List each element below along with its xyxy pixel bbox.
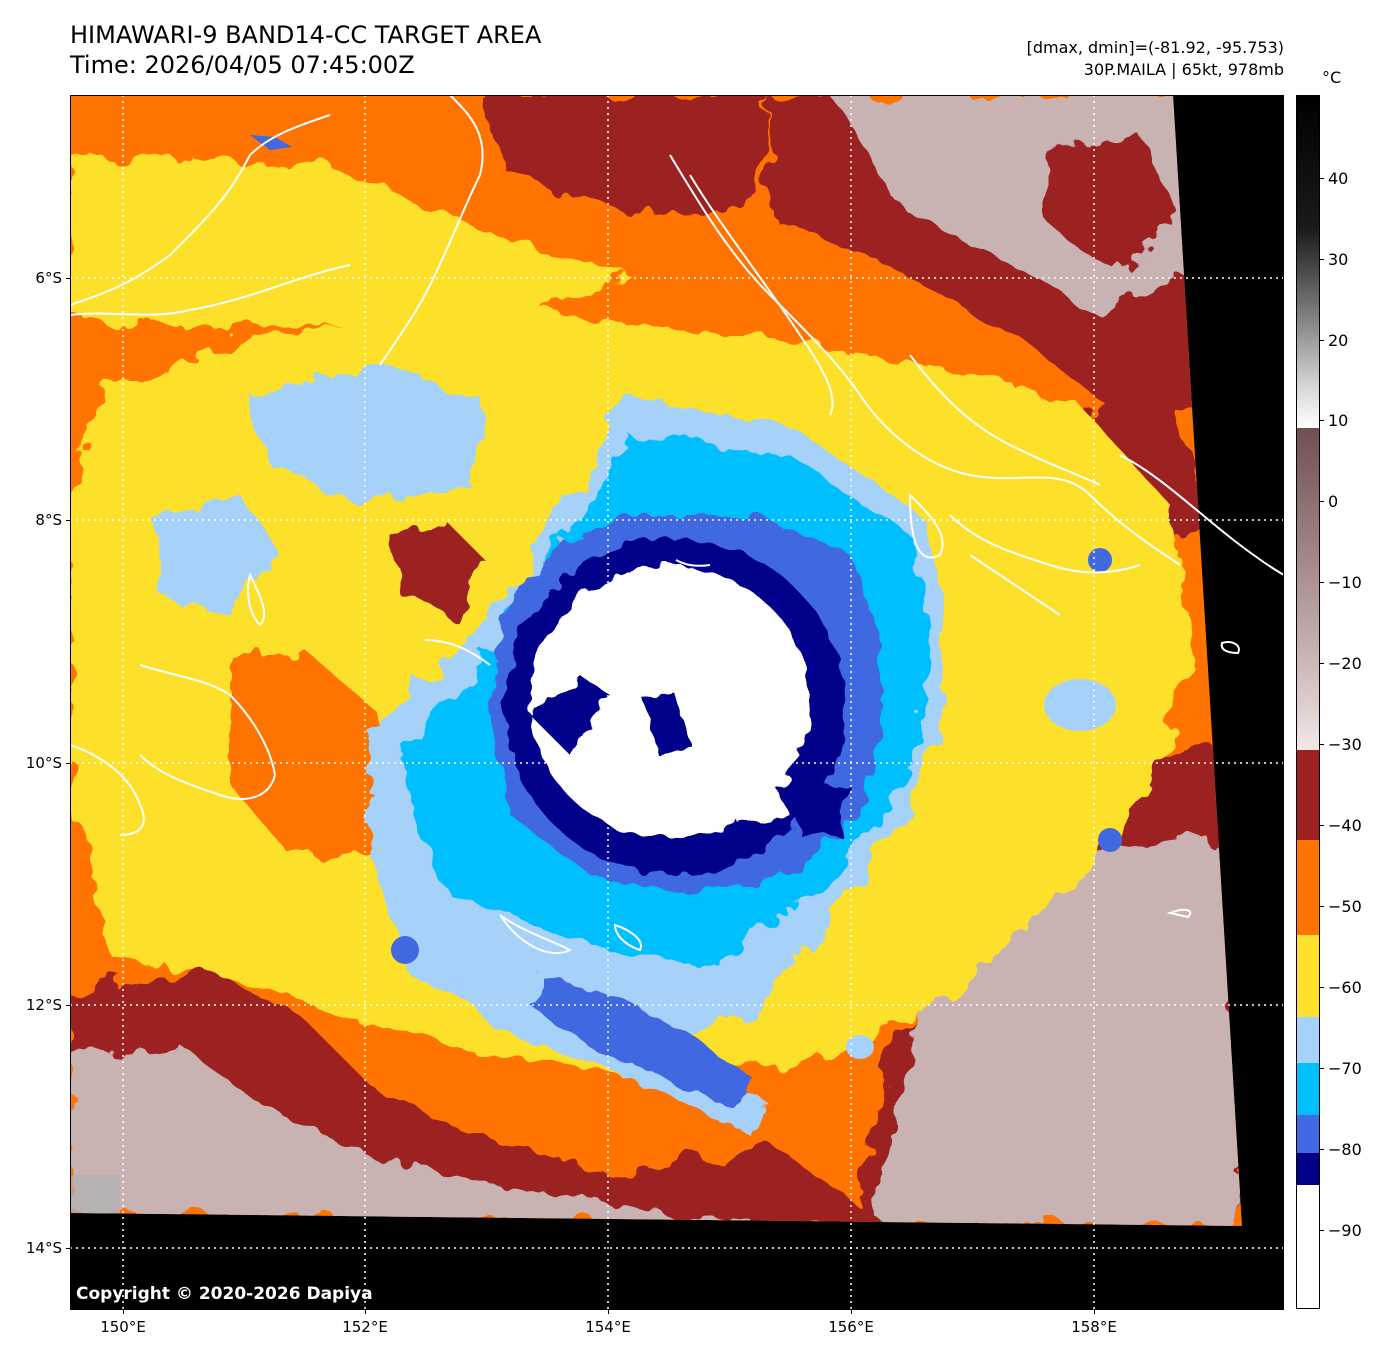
lat-label-6s: 6°S [35, 269, 62, 287]
lat-tick [66, 278, 70, 279]
lat-tick [66, 520, 70, 521]
lat-tick [66, 1248, 70, 1249]
colorbar-tick [1320, 825, 1324, 826]
colorbar-label: −60 [1328, 978, 1362, 997]
colorbar-tick [1320, 987, 1324, 988]
lon-label-154e: 154°E [585, 1318, 631, 1336]
colorbar-sky-blue-band [1297, 1063, 1319, 1115]
colorbar-orange-band [1297, 840, 1319, 935]
lon-label-152e: 152°E [342, 1318, 388, 1336]
lon-tick [123, 1310, 124, 1314]
colorbar-navy-band [1297, 1153, 1319, 1185]
colorbar-mauve-band [1297, 428, 1319, 750]
colorbar-royal-blue-band [1297, 1115, 1319, 1153]
coastlines [70, 95, 1284, 955]
lon-label-156e: 156°E [828, 1318, 874, 1336]
satellite-map[interactable]: Copyright © 2020-2026 Dapiya [70, 95, 1284, 1310]
lat-tick [66, 1005, 70, 1006]
lon-tick [1094, 1310, 1095, 1314]
temperature-range: [dmax, dmin]=(-81.92, -95.753) [1026, 38, 1284, 57]
lon-label-158e: 158°E [1071, 1318, 1117, 1336]
colorbar-white-band [1297, 1185, 1319, 1308]
copyright-notice: Copyright © 2020-2026 Dapiya [76, 1284, 373, 1304]
colorbar-label: −30 [1328, 735, 1362, 754]
colorbar-tick [1320, 906, 1324, 907]
colorbar [1296, 95, 1320, 1309]
colorbar-label: −40 [1328, 816, 1362, 835]
colorbar-darkred-band [1297, 750, 1319, 840]
lon-label-150e: 150°E [100, 1318, 146, 1336]
colorbar-label: −70 [1328, 1059, 1362, 1078]
colorbar-label: 30 [1328, 250, 1349, 269]
colorbar-tick [1320, 1149, 1324, 1150]
colorbar-tick [1320, 501, 1324, 502]
figure-time: Time: 2026/04/05 07:45:00Z [70, 51, 415, 79]
colorbar-tick [1320, 663, 1324, 664]
colorbar-tick [1320, 744, 1324, 745]
lon-tick [365, 1310, 366, 1314]
colorbar-label: −90 [1328, 1221, 1362, 1240]
colorbar-label: 40 [1328, 169, 1349, 188]
colorbar-tick [1320, 420, 1324, 421]
cold-spot [250, 135, 292, 150]
storm-summary: 30P.MAILA | 65kt, 978mb [1083, 60, 1284, 79]
lon-tick [851, 1310, 852, 1314]
colorbar-label: 0 [1328, 492, 1339, 511]
lat-label-14s: 14°S [25, 1239, 62, 1257]
colorbar-tick [1320, 1068, 1324, 1069]
lat-label-12s: 12°S [25, 996, 62, 1014]
lon-tick [608, 1310, 609, 1314]
colorbar-tick [1320, 178, 1324, 179]
lat-label-8s: 8°S [35, 511, 62, 529]
colorbar-label: −50 [1328, 897, 1362, 916]
colorbar-grayscale-band [1297, 96, 1319, 428]
colorbar-tick [1320, 259, 1324, 260]
colorbar-label: 10 [1328, 411, 1349, 430]
colorbar-label: −80 [1328, 1140, 1362, 1159]
colorbar-label: −10 [1328, 573, 1362, 592]
lat-tick [66, 763, 70, 764]
colorbar-tick [1320, 1230, 1324, 1231]
figure-title-block: HIMAWARI-9 BAND14-CC TARGET AREA Time: 2… [70, 20, 541, 80]
satellite-imagery [70, 95, 1284, 1310]
storm-info-block: [dmax, dmin]=(-81.92, -95.753) 30P.MAILA… [1027, 37, 1284, 81]
colorbar-unit: °C [1322, 68, 1342, 87]
lat-label-10s: 10°S [25, 754, 62, 772]
graticule [70, 95, 1284, 1310]
figure-title: HIMAWARI-9 BAND14-CC TARGET AREA [70, 21, 542, 49]
colorbar-label: 20 [1328, 331, 1349, 350]
colorbar-label: −20 [1328, 654, 1362, 673]
colorbar-tick [1320, 582, 1324, 583]
colorbar-light-blue-band [1297, 1017, 1319, 1063]
colorbar-yellow-band [1297, 935, 1319, 1017]
colorbar-tick [1320, 340, 1324, 341]
